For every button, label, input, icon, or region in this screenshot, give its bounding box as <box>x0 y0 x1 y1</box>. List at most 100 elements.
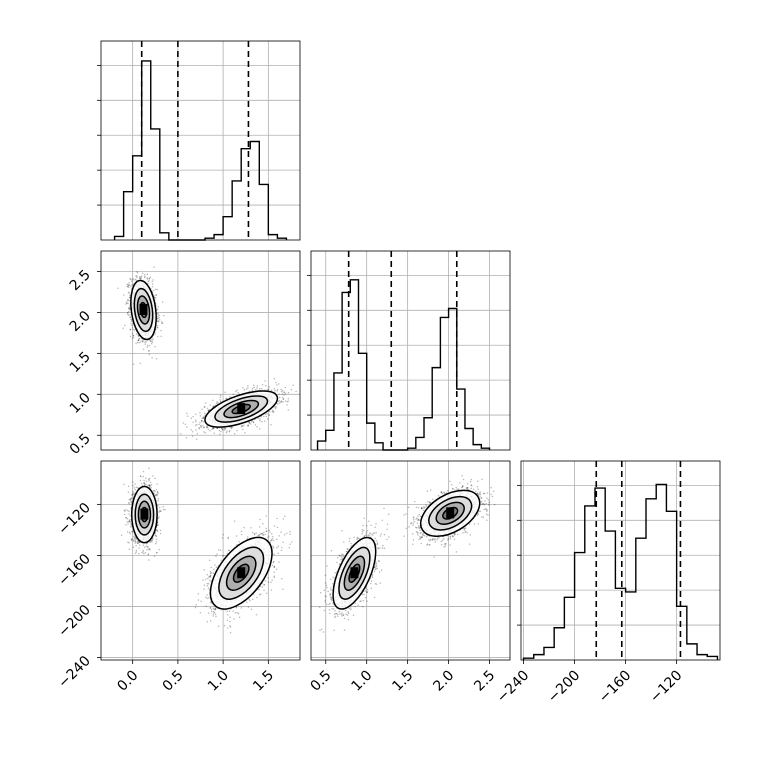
sample-point <box>126 283 128 286</box>
sample-point <box>153 489 156 492</box>
sample-point <box>158 511 160 513</box>
sample-point <box>136 276 138 279</box>
sample-point <box>127 284 130 286</box>
sample-point <box>137 542 139 544</box>
sample-point <box>132 481 134 483</box>
sample-point <box>160 321 163 323</box>
sample-point <box>129 498 132 500</box>
sample-point <box>158 318 161 321</box>
sample-point <box>152 489 155 492</box>
sample-point <box>150 342 153 345</box>
sample-point <box>203 431 205 433</box>
sample-point <box>278 402 281 404</box>
sample-point <box>117 287 119 290</box>
sample-point <box>240 425 243 428</box>
sample-point <box>295 390 297 393</box>
sample-point <box>206 425 209 427</box>
sample-point <box>248 422 251 424</box>
sample-point <box>153 289 155 291</box>
density-peak <box>139 303 148 315</box>
sample-point <box>146 549 148 551</box>
sample-point <box>148 344 151 347</box>
sample-point <box>224 427 226 430</box>
sample-point <box>267 388 270 390</box>
sample-point <box>212 427 215 430</box>
sample-point <box>129 277 131 280</box>
sample-point <box>142 544 145 547</box>
sample-point <box>245 388 248 390</box>
sample-point <box>202 421 205 423</box>
sample-point <box>155 357 158 360</box>
sample-point <box>219 396 222 399</box>
sample-point <box>158 506 161 509</box>
sample-point <box>134 329 136 331</box>
sample-point <box>253 386 255 389</box>
sample-point <box>158 548 160 551</box>
sample-point <box>200 426 202 429</box>
sample-point <box>137 339 140 342</box>
sample-point <box>287 409 290 411</box>
sample-point <box>145 545 148 548</box>
sample-point <box>219 394 222 397</box>
sample-point <box>213 432 215 435</box>
sample-point <box>155 538 158 541</box>
sample-point <box>207 409 210 412</box>
sample-point <box>148 477 151 480</box>
sample-point <box>145 477 147 479</box>
sample-point <box>136 271 138 273</box>
sample-point <box>127 485 130 487</box>
sample-point <box>159 532 162 535</box>
sample-point <box>148 484 151 487</box>
sample-point <box>160 510 162 513</box>
sample-point <box>126 302 128 305</box>
sample-point <box>204 412 206 414</box>
sample-point <box>123 513 126 516</box>
sample-point <box>155 552 158 554</box>
sample-point <box>123 509 125 511</box>
sample-point <box>281 389 284 392</box>
sample-point <box>129 532 131 535</box>
sample-point <box>275 381 277 384</box>
sample-point <box>280 388 282 391</box>
sample-point <box>157 499 159 502</box>
sample-point <box>135 275 137 277</box>
panel-frame <box>100 40 301 241</box>
sample-point <box>281 396 284 399</box>
sample-point <box>128 548 131 550</box>
sample-point <box>222 428 224 431</box>
sample-point <box>160 329 162 332</box>
sample-point <box>266 388 269 391</box>
sample-point <box>125 524 127 526</box>
sample-point <box>140 482 143 485</box>
sample-point <box>206 407 209 409</box>
sample-point <box>259 418 261 420</box>
sample-point <box>130 538 133 541</box>
sample-point <box>202 417 204 419</box>
sample-point <box>284 386 287 389</box>
sample-point <box>131 284 133 286</box>
sample-point <box>139 479 142 482</box>
sample-point <box>247 425 249 427</box>
sample-point <box>148 547 151 550</box>
sample-point <box>274 407 277 410</box>
sample-point <box>135 279 138 282</box>
sample-point <box>155 528 158 531</box>
y-tick-label: 1.5 <box>67 349 94 376</box>
x-tick-label: −200 <box>545 668 584 707</box>
sample-point <box>131 493 134 495</box>
sample-point <box>130 318 132 321</box>
sample-point <box>128 296 131 299</box>
sample-point <box>144 552 147 554</box>
sample-point <box>144 275 146 278</box>
sample-point <box>199 415 202 417</box>
sample-point <box>134 483 136 485</box>
sample-point <box>261 420 263 423</box>
sample-point <box>132 334 135 337</box>
sample-point <box>150 483 153 486</box>
sample-point <box>124 324 126 327</box>
sample-point <box>151 286 154 288</box>
sample-point <box>147 559 150 561</box>
sample-point <box>158 316 160 319</box>
sample-point <box>132 493 134 495</box>
sample-point <box>142 470 145 473</box>
